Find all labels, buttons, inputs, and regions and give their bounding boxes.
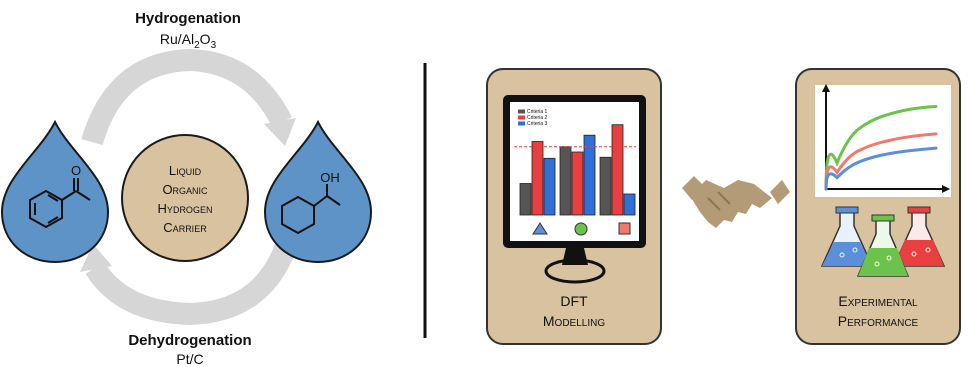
green-flask-icon bbox=[856, 214, 910, 277]
lohc-line3: Hydrogen bbox=[135, 201, 235, 216]
dehydrogenation-label: Dehydrogenation bbox=[128, 332, 252, 349]
legend-swatch-2 bbox=[518, 115, 525, 120]
blue-flask-icon bbox=[820, 206, 874, 267]
catalyst-mid: O bbox=[199, 31, 211, 47]
bar-chart bbox=[514, 124, 636, 216]
dehydrogenation-catalyst: Pt/C bbox=[176, 351, 204, 367]
legend-label-2: Criteria 2 bbox=[527, 115, 548, 121]
lohc-word-carrier: Carrier bbox=[163, 220, 207, 235]
performance-curve-2 bbox=[824, 132, 938, 191]
triangle-marker bbox=[532, 222, 548, 235]
hydrogenation-arrow bbox=[81, 48, 296, 146]
line-chart bbox=[815, 84, 951, 197]
acetophenone-drop: O bbox=[0, 119, 110, 264]
handshake-icon bbox=[682, 176, 790, 228]
cyclohexylethanol-drop: OH bbox=[263, 119, 373, 264]
bar-triangle-criteria-2 bbox=[531, 141, 544, 216]
hydrogenation-catalyst: Ru/Al2O3 bbox=[118, 31, 258, 51]
square-marker bbox=[618, 222, 631, 235]
performance-curve-1 bbox=[824, 104, 938, 191]
legend-swatch-1 bbox=[518, 109, 525, 114]
dft-caption-line1: DFT bbox=[560, 293, 588, 309]
bar-circle-criteria-2 bbox=[571, 151, 584, 216]
legend-label-1: Criteria 1 bbox=[527, 109, 548, 115]
lohc-line1: Liquid bbox=[135, 163, 235, 178]
dehydrogenation-arrow bbox=[80, 241, 297, 326]
bar-square-criteria-3 bbox=[623, 193, 636, 216]
bar-circle-criteria-3 bbox=[583, 134, 596, 216]
experimental-caption-line2: Performance bbox=[837, 313, 919, 329]
category-markers bbox=[532, 222, 631, 236]
legend-swatch-3 bbox=[518, 121, 525, 126]
circle-marker bbox=[574, 222, 588, 236]
bar-square-criteria-2 bbox=[611, 124, 624, 216]
bar-circle-criteria-1 bbox=[559, 146, 572, 216]
bar-triangle-criteria-1 bbox=[519, 183, 532, 216]
experimental-caption-line1: Experimental bbox=[838, 293, 918, 309]
lohc-word-liquid: Liquid bbox=[168, 163, 202, 178]
bar-square-criteria-1 bbox=[599, 156, 612, 216]
performance-curve-3 bbox=[824, 146, 938, 191]
lohc-circle bbox=[121, 134, 249, 262]
catalyst-sub2: 3 bbox=[210, 39, 217, 51]
red-flask-icon bbox=[892, 206, 946, 267]
hydrogenation-label: Hydrogenation bbox=[135, 10, 241, 27]
lohc-line4: Carrier bbox=[135, 220, 235, 235]
bar-triangle-criteria-3 bbox=[543, 157, 556, 216]
lohc-line2: Organic bbox=[135, 182, 235, 197]
lohc-word-organic: Organic bbox=[162, 182, 208, 197]
lohc-word-hydrogen: Hydrogen bbox=[157, 201, 213, 216]
acetophenone-structure bbox=[29, 178, 91, 229]
cyclohexylethanol-structure bbox=[281, 184, 341, 235]
catalyst-prefix: Ru/Al bbox=[159, 31, 195, 47]
dft-caption-line2: Modelling bbox=[542, 313, 606, 329]
catalyst-sub1: 2 bbox=[194, 39, 200, 51]
hydroxyl-label: OH bbox=[320, 170, 340, 185]
ketone-oxygen-label: O bbox=[71, 163, 81, 178]
legend-label-3: Criteria 3 bbox=[527, 121, 548, 127]
